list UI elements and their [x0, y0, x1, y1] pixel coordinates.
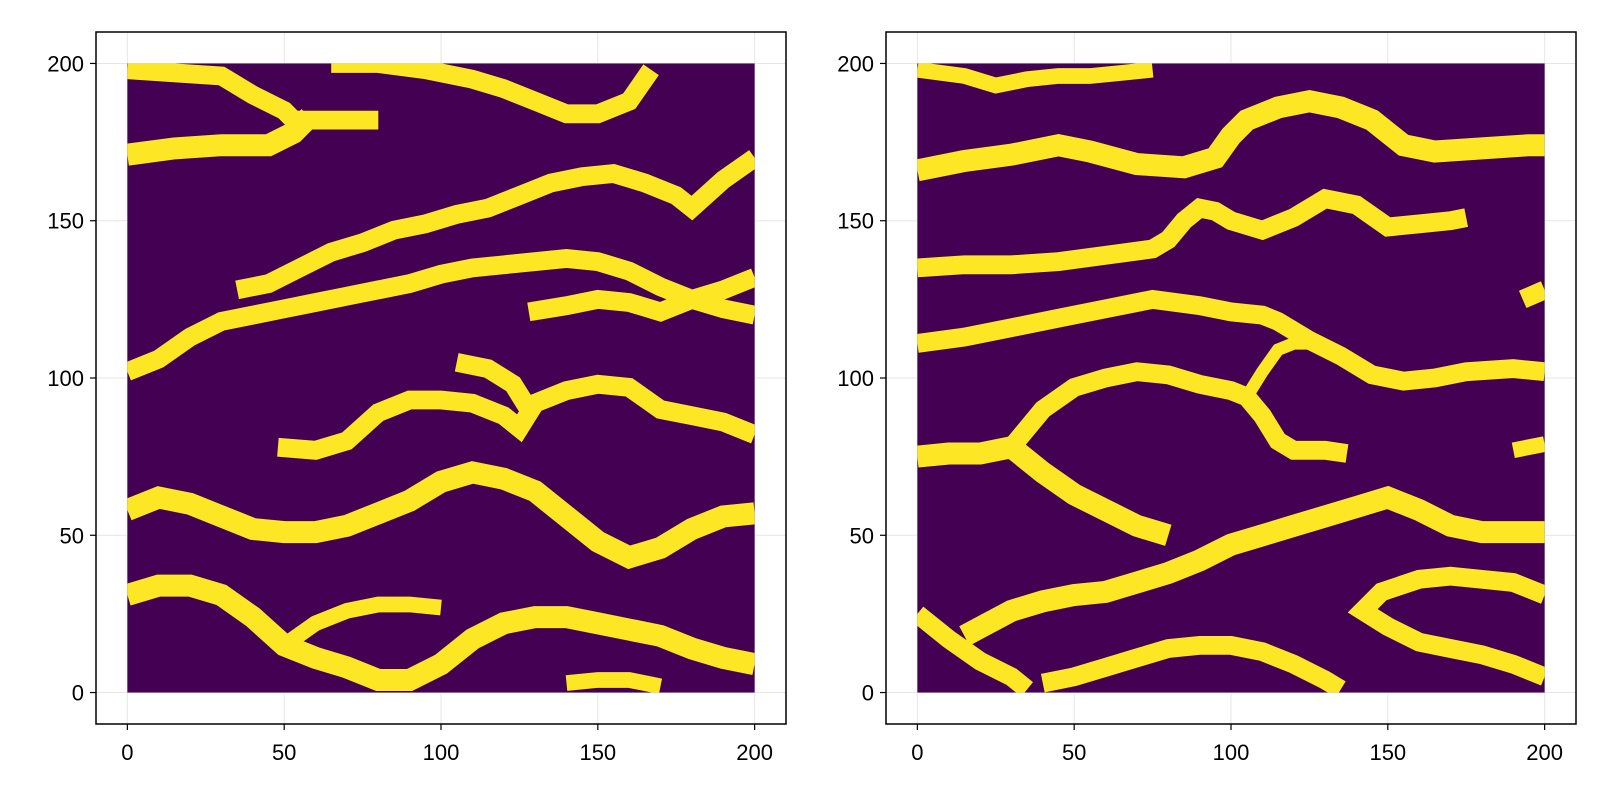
channel-mark — [917, 89, 1545, 182]
y-tick-label: 200 — [47, 51, 84, 76]
channel-mark — [959, 485, 1545, 646]
channel-mark — [127, 63, 307, 134]
y-tick-label: 50 — [60, 523, 84, 548]
y-tick-label: 50 — [850, 523, 874, 548]
channel-mark — [279, 596, 442, 652]
right-panel: 0 50 100 150 200 0 50 100 150 200 — [837, 31, 1577, 765]
channel-mark — [277, 374, 755, 460]
channel-mark — [1347, 566, 1545, 686]
channel-mark — [454, 353, 537, 415]
x-tick-label: 0 — [121, 740, 133, 765]
channel-layer — [917, 63, 1545, 693]
channel-mark — [127, 461, 755, 570]
channel-mark — [1004, 362, 1349, 463]
channel-mark — [127, 574, 755, 691]
x-tick-label: 0 — [911, 740, 923, 765]
channel-mark — [1040, 636, 1346, 693]
y-tick-label: 100 — [47, 366, 84, 391]
x-tick-label: 150 — [1369, 740, 1406, 765]
x-tick-label: 100 — [1213, 740, 1250, 765]
x-tick-label: 50 — [272, 740, 296, 765]
x-tick-label: 50 — [1062, 740, 1086, 765]
y-tick-label: 200 — [837, 51, 874, 76]
x-tick-label: 150 — [579, 740, 616, 765]
channel-mark — [565, 672, 663, 693]
y-tick-label: 0 — [862, 681, 874, 706]
channel-mark — [127, 109, 318, 166]
x-tick-label: 200 — [736, 740, 773, 765]
channel-mark — [235, 150, 755, 300]
channel-layer — [127, 63, 755, 693]
channel-mark — [1518, 281, 1545, 309]
channel-mark — [917, 606, 1034, 693]
x-tick-label: 100 — [423, 740, 460, 765]
channel-mark — [527, 268, 755, 322]
channel-mark — [331, 63, 659, 124]
channel-mark — [1511, 436, 1545, 459]
channel-mark — [917, 289, 1545, 391]
y-tick-label: 0 — [72, 681, 84, 706]
channel-mark — [127, 249, 755, 381]
y-tick-label: 150 — [47, 209, 84, 234]
left-panel: 0 50 100 150 200 0 50 100 150 200 — [47, 31, 787, 765]
heatmap-background — [127, 63, 755, 693]
y-tick-label: 150 — [837, 209, 874, 234]
channel-mark — [917, 188, 1469, 278]
x-tick-label: 200 — [1526, 740, 1563, 765]
channel-mark — [917, 435, 1172, 546]
y-tick-label: 100 — [837, 366, 874, 391]
channel-mark — [917, 63, 1154, 94]
